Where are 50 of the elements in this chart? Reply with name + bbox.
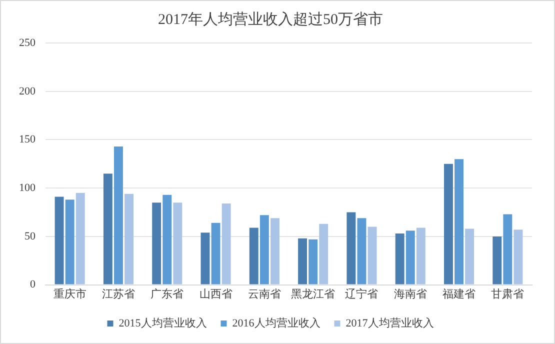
bar [406, 230, 415, 284]
bar [444, 164, 453, 284]
bar [270, 218, 280, 284]
bar [308, 239, 318, 284]
x-tick-label: 云南省 [248, 287, 281, 300]
bar [492, 236, 502, 284]
bar [124, 194, 134, 284]
bar [368, 226, 377, 284]
bar [416, 228, 426, 284]
x-tick-label: 广东省 [150, 287, 184, 300]
bar [395, 234, 404, 284]
y-tick-label: 200 [19, 85, 36, 98]
y-tick-label: 0 [30, 278, 36, 291]
legend-label: 2016人均营业收入 [232, 316, 320, 330]
bar [454, 159, 464, 284]
chart-title: 2017年人均营业收入超过50万省市 [158, 10, 383, 28]
bar [465, 228, 474, 284]
x-tick-label: 山西省 [199, 287, 232, 300]
x-tick-label: 重庆市 [53, 287, 86, 300]
x-tick-label: 海南省 [394, 287, 427, 300]
y-tick-label: 250 [19, 36, 36, 49]
bar [162, 194, 172, 284]
bar [173, 202, 182, 284]
y-tick-label: 50 [24, 230, 36, 242]
bar [319, 224, 328, 284]
bar [211, 222, 220, 284]
bar [114, 146, 123, 284]
bar [346, 212, 356, 284]
legend-label: 2017人均营业收入 [346, 316, 434, 330]
x-tick-label: 福建省 [442, 287, 476, 300]
bar [76, 192, 85, 284]
bar [152, 202, 162, 284]
x-tick-label: 辽宁省 [345, 287, 378, 300]
bar [222, 204, 231, 284]
bar [260, 215, 269, 284]
bar [514, 230, 523, 284]
bar [503, 214, 512, 284]
x-tick-label: 黑龙江省 [291, 287, 336, 300]
bar [54, 196, 64, 284]
bar [357, 218, 366, 284]
bar [103, 174, 112, 284]
x-tick-label: 甘肃省 [491, 287, 524, 300]
legend-label: 2015人均营业收入 [118, 316, 207, 330]
bar [249, 228, 258, 284]
y-tick-label: 100 [19, 182, 36, 194]
bar [298, 238, 308, 284]
x-tick-label: 江苏省 [102, 287, 135, 300]
y-tick-label: 150 [19, 134, 36, 146]
bar [200, 232, 210, 284]
bar [65, 200, 74, 284]
